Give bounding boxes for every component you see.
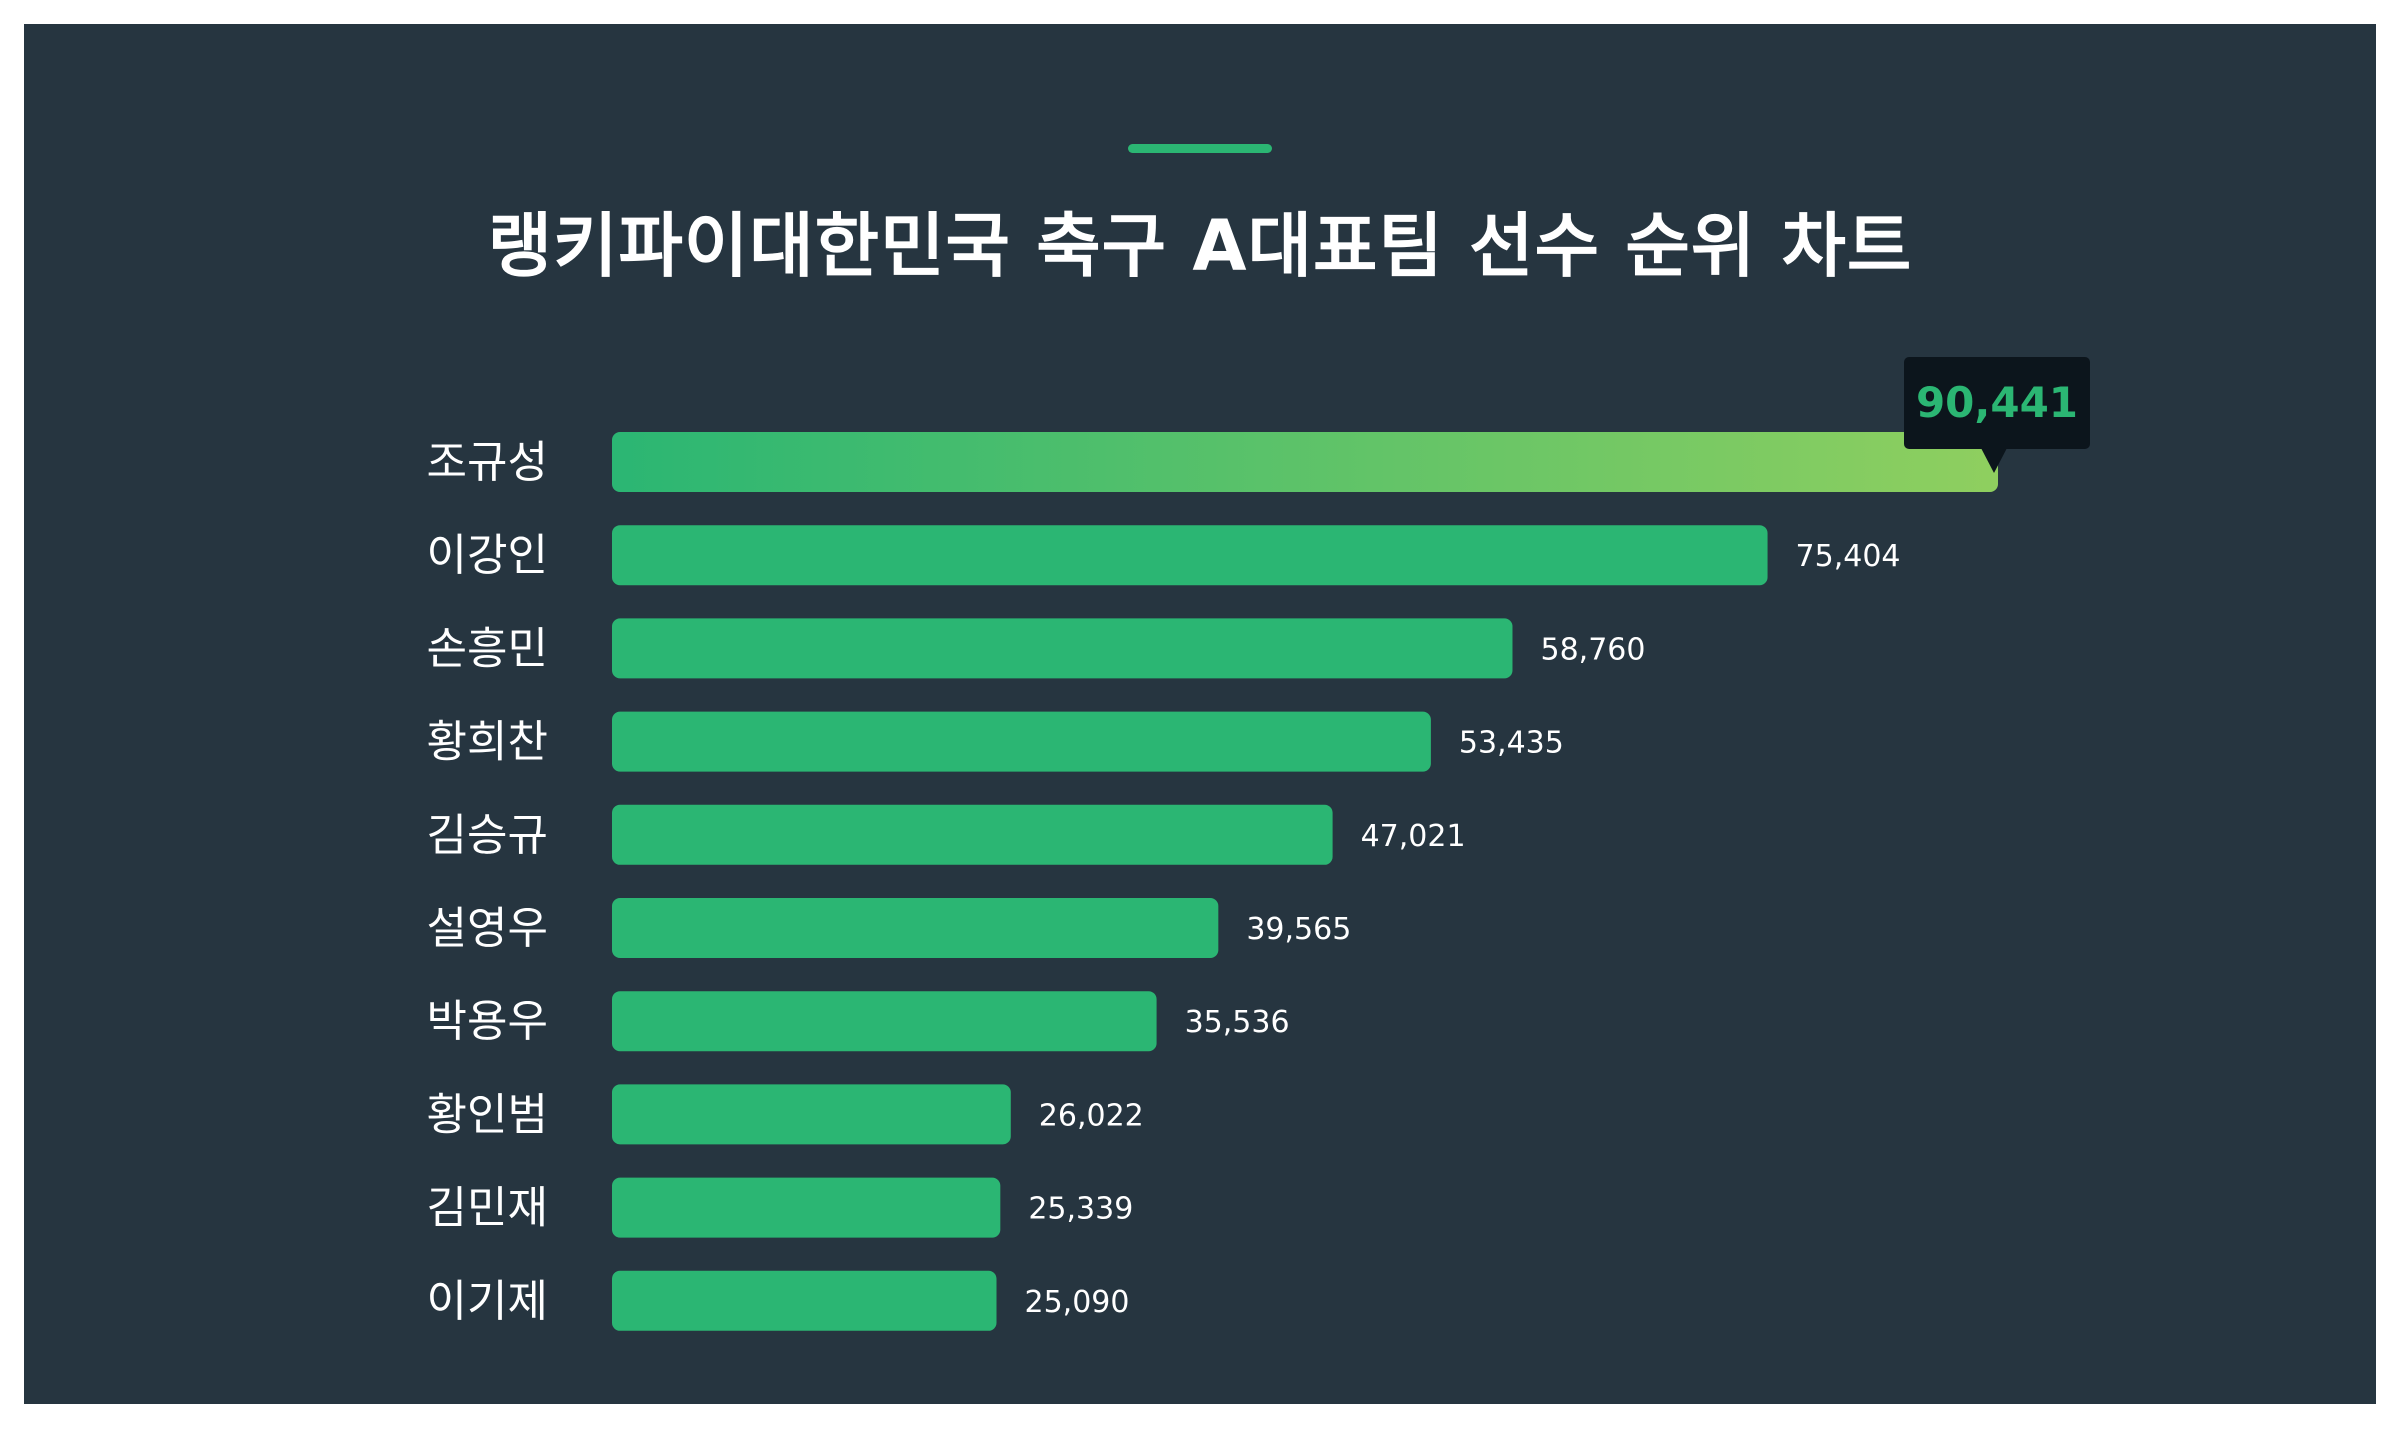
chart-title: 랭키파이대한민국 축구 A대표팀 선수 순위 차트 xyxy=(487,205,1913,287)
value-label: 25,339 xyxy=(1028,1192,1133,1227)
value-label: 47,021 xyxy=(1361,819,1466,854)
category-label: 이강인 xyxy=(427,530,548,581)
category-label: 황희찬 xyxy=(427,717,548,768)
bar xyxy=(612,1270,997,1331)
bar xyxy=(612,898,1219,958)
title-accent-line xyxy=(1128,144,1272,153)
tooltip-pointer xyxy=(1981,448,2007,473)
value-label: 39,565 xyxy=(1246,912,1351,947)
bar xyxy=(612,618,1513,679)
bar xyxy=(612,804,1333,865)
bar xyxy=(612,711,1431,772)
category-label: 설영우 xyxy=(427,903,548,954)
category-label: 조규성 xyxy=(427,437,548,488)
category-label: 손흥민 xyxy=(427,623,548,674)
bar xyxy=(612,1084,1011,1145)
category-label: 황인범 xyxy=(427,1089,548,1140)
bar xyxy=(612,991,1157,1052)
bar xyxy=(612,525,1768,586)
category-label: 김민재 xyxy=(427,1183,548,1234)
value-label: 90,441 xyxy=(1916,378,2078,427)
value-label: 75,404 xyxy=(1796,539,1901,574)
tooltip-box xyxy=(1904,357,2090,449)
value-label: 53,435 xyxy=(1459,726,1564,761)
category-label: 이기제 xyxy=(427,1276,548,1327)
bar xyxy=(612,432,1998,492)
value-label: 35,536 xyxy=(1185,1005,1290,1040)
category-label: 박용우 xyxy=(427,996,548,1047)
value-label: 58,760 xyxy=(1540,632,1645,667)
value-label: 25,090 xyxy=(1025,1285,1130,1320)
category-label: 김승규 xyxy=(427,810,548,861)
value-tooltip: 90,441 xyxy=(1904,357,2090,473)
bar xyxy=(612,1177,1001,1238)
value-label: 26,022 xyxy=(1039,1098,1144,1133)
